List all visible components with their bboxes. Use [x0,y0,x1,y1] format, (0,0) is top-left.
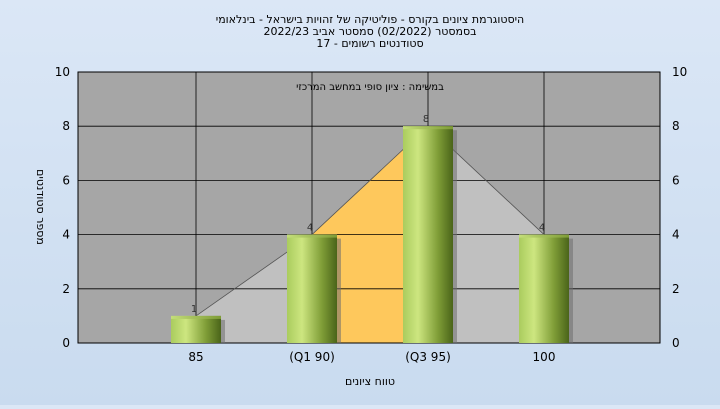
bar-top [287,234,337,238]
y-tick-left-10: 10 [55,65,70,79]
y-tick-left-0: 0 [62,336,70,350]
x-tick-100: 100 [533,350,556,364]
data-label-85: 1 [191,304,197,315]
x-tick-(Q1 90): (Q1 90) [289,350,335,364]
chart-title-line-3: סטודנטים רשומים - 17 [316,37,423,50]
bar-100 [519,234,573,343]
y-tick-right-0: 0 [672,336,680,350]
bar-top [171,315,221,319]
series-trend [195,125,545,317]
trend-line [195,125,545,317]
y-tick-right-8: 8 [672,119,680,133]
y-tick-left-8: 8 [62,119,70,133]
bar-85 [171,315,225,343]
x-tick-(Q3 95): (Q3 95) [405,350,451,364]
bar-body [287,234,337,343]
plot-frame [77,71,661,344]
y-tick-left-6: 6 [62,173,70,187]
y-axis-left-ticks: 0 2 4 6 8 10 [55,65,70,350]
y-axis-label: מספר סטודנטים [34,169,47,245]
data-labels: 1 4 8 4 [191,114,545,315]
bar-top [403,126,453,130]
bar-top [519,234,569,238]
y-tick-left-4: 4 [62,228,70,242]
x-axis-label: טווח ציונים [345,375,395,388]
data-label-(Q1 90): 4 [307,223,313,234]
chart-subtitle: במשימה : ציון סופי במחשב המרכזי [296,82,444,93]
y-axis-right-ticks: 0 2 4 6 8 10 [672,65,687,350]
y-tick-right-4: 4 [672,228,680,242]
y-tick-right-6: 6 [672,173,680,187]
data-label-(Q3 95): 8 [423,114,429,125]
bar-series [171,126,573,343]
y-tick-right-10: 10 [672,65,687,79]
bar-body [519,234,569,343]
y-tick-right-2: 2 [672,282,680,296]
bar-body [403,126,453,343]
chart-title-line-2: בסמסטר (02/2022) סמסטר אביב 2022/23 [263,25,476,38]
bar-(Q3 95) [403,126,457,343]
x-axis-ticks: 85 (Q1 90) (Q3 95) 100 [188,350,555,364]
bar-(Q1 90) [287,234,341,343]
y-tick-left-2: 2 [62,282,70,296]
chart-title-line-1: היסטוגרמת ציונים בקורס - פוליטיקה של זהו… [216,13,525,26]
bar-body [171,315,221,343]
data-label-100: 4 [539,223,545,234]
x-tick-85: 85 [188,350,203,364]
